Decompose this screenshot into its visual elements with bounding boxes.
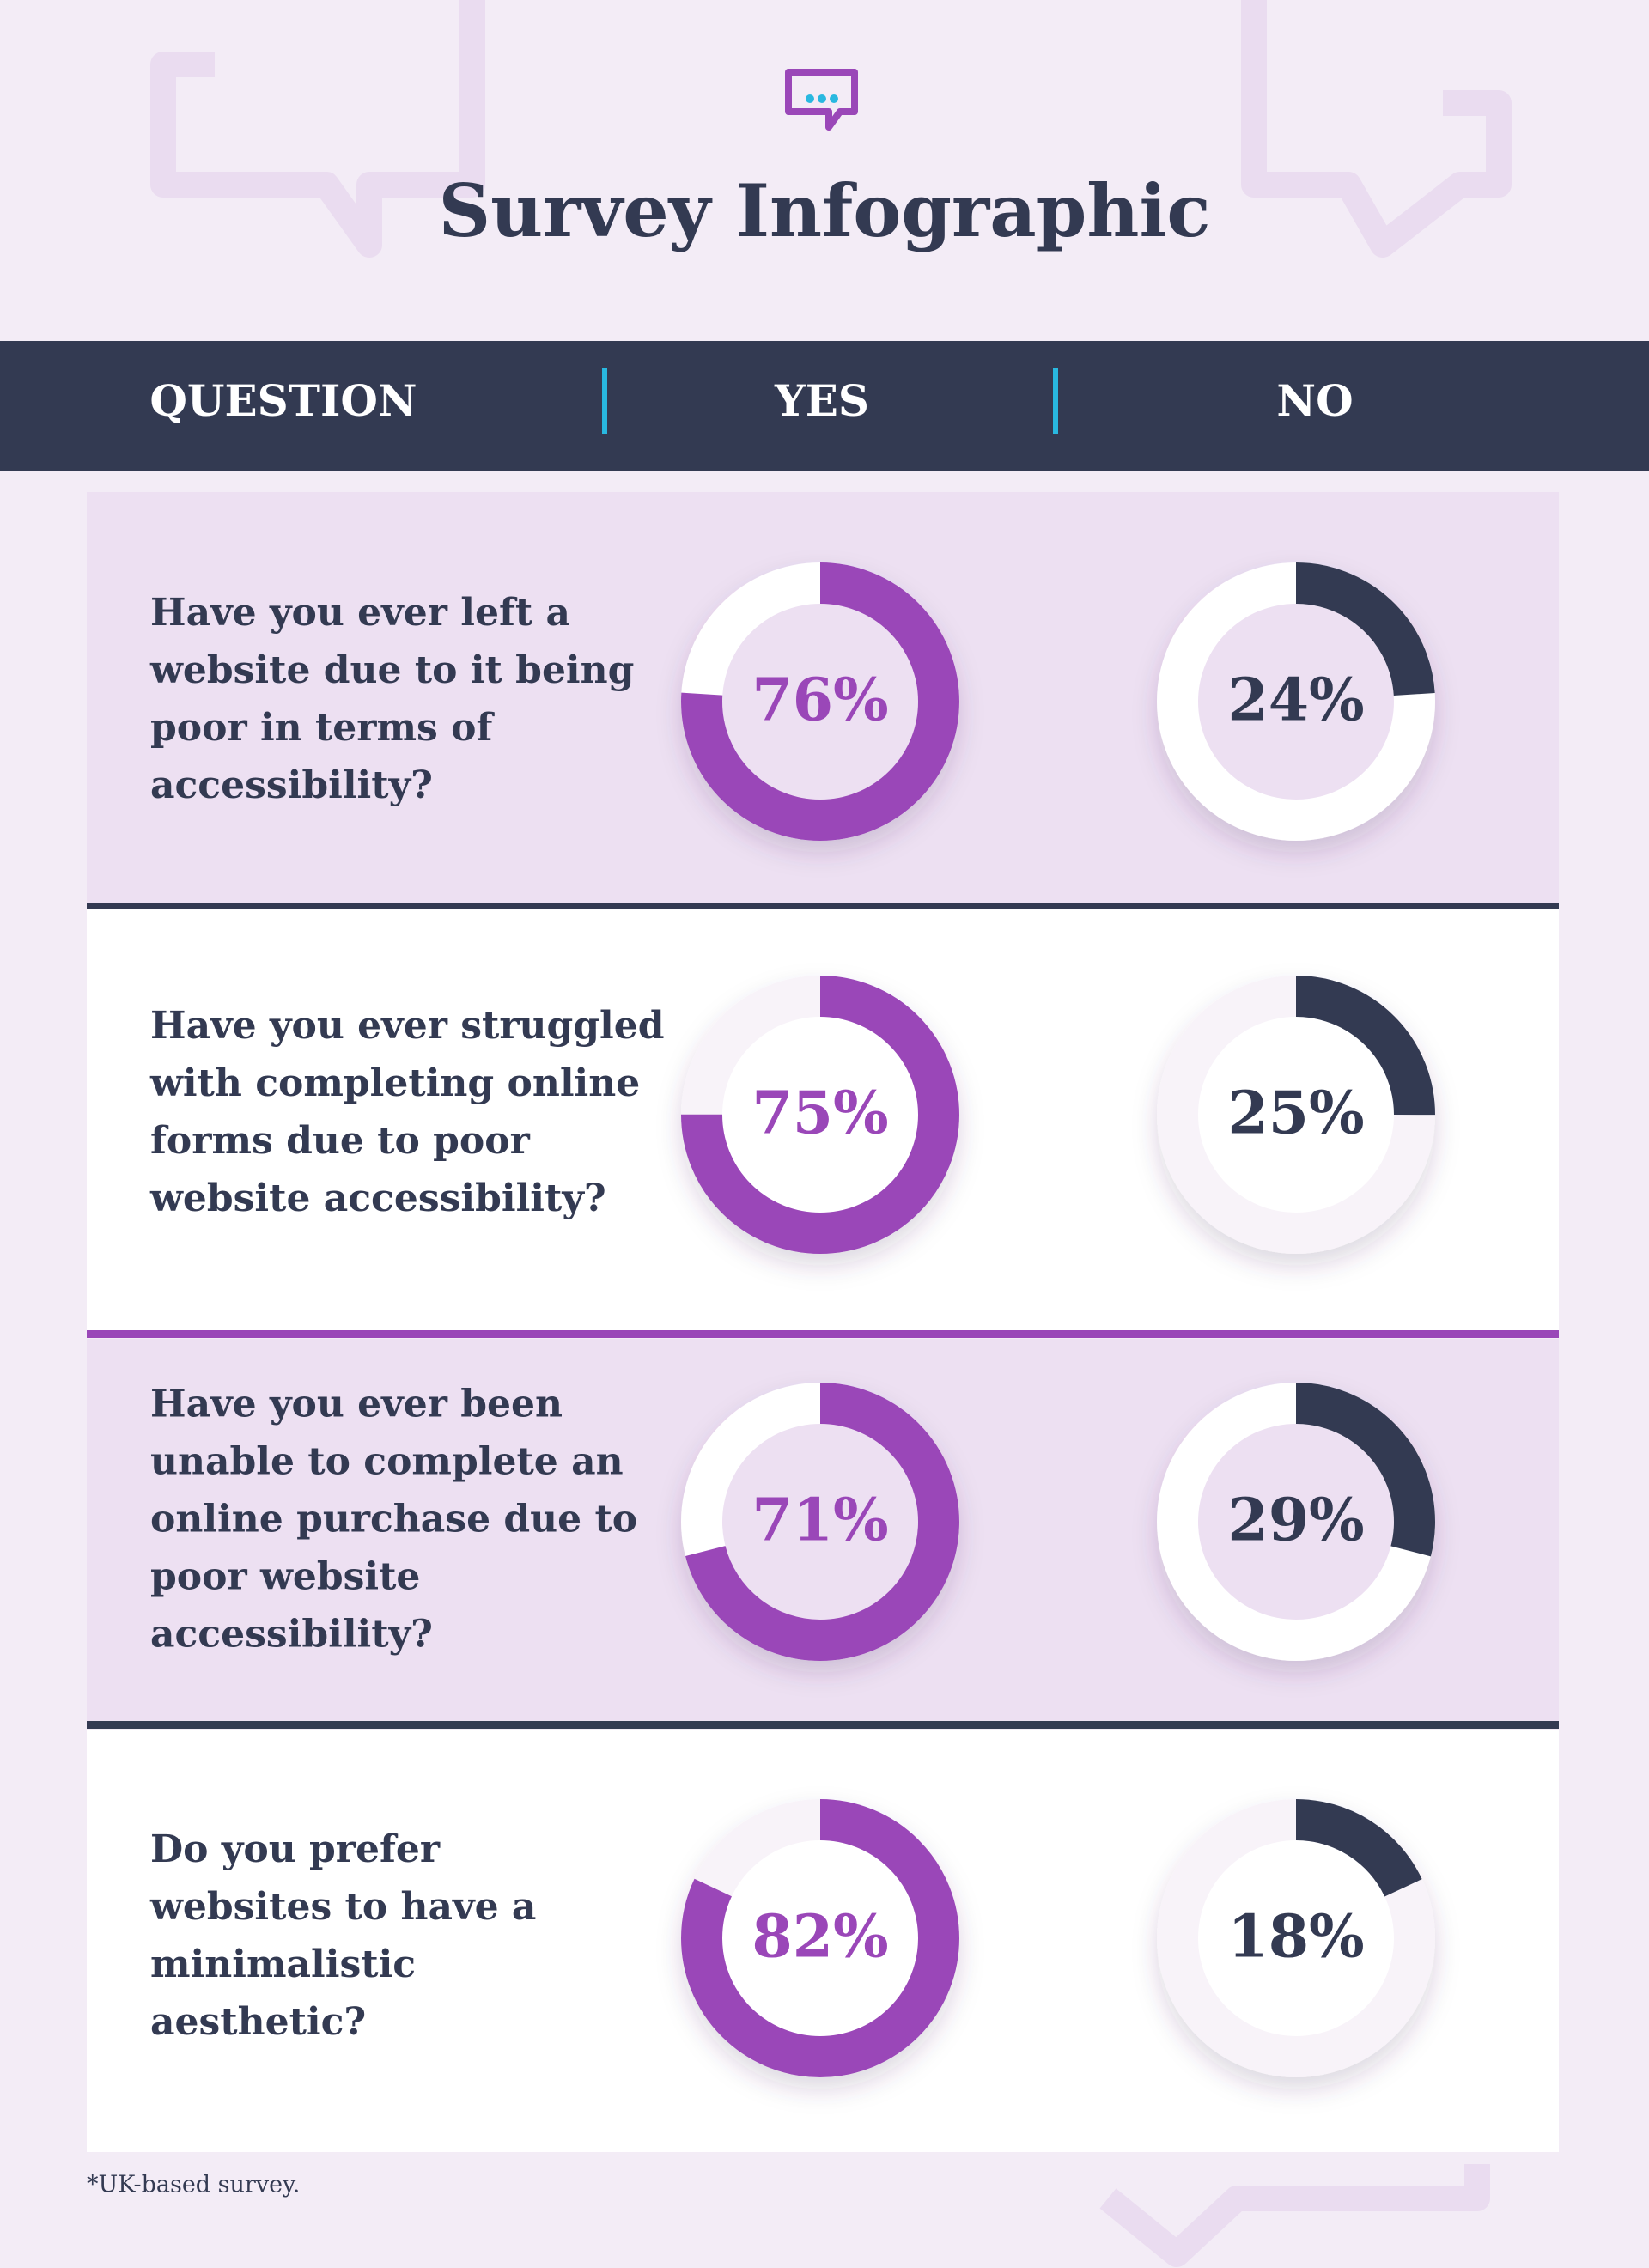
donut-arc xyxy=(1157,1383,1435,1661)
question-text: poor website xyxy=(150,1555,420,1599)
rows: Have you ever left a website due to it be… xyxy=(87,492,1559,2152)
donut-center xyxy=(1198,1840,1394,2036)
header-cell: YES xyxy=(774,375,869,426)
donut-arc xyxy=(681,976,959,1254)
percent-label: 75% xyxy=(751,1079,888,1148)
percent-label: 18% xyxy=(1227,1903,1364,1972)
donut-center xyxy=(722,1424,918,1620)
percent-label: 76% xyxy=(751,666,888,735)
question-text: forms due to poor xyxy=(150,1119,531,1163)
question-text: minimalistic xyxy=(150,1943,416,1986)
donut-arc xyxy=(681,1383,959,1661)
donut-arc xyxy=(1157,562,1435,841)
donut-center xyxy=(1198,604,1394,800)
percent-label: 29% xyxy=(1227,1487,1364,1555)
row-separator xyxy=(87,1330,1559,1338)
donut-center xyxy=(722,1017,918,1213)
donut-arc xyxy=(1157,976,1435,1254)
question-text: Have you ever struggled xyxy=(150,1004,665,1048)
question-text: Have you ever been xyxy=(150,1383,563,1426)
percent-label: 71% xyxy=(751,1487,888,1555)
question-text: website due to it being xyxy=(149,648,634,692)
percent-label: 25% xyxy=(1227,1079,1364,1148)
footnote: *UK-based survey. xyxy=(87,2172,300,2198)
percent-label: 24% xyxy=(1227,666,1364,735)
question-text: online purchase due to xyxy=(150,1498,637,1541)
donut-arc xyxy=(681,562,959,841)
header-cell: QUESTION xyxy=(149,375,417,426)
question-text: with completing online xyxy=(149,1061,640,1105)
question-text: Have you ever left a xyxy=(150,591,570,635)
header-bar xyxy=(0,341,1649,471)
question-text: accessibility? xyxy=(150,763,433,807)
header-cell: NO xyxy=(1276,375,1353,426)
donut-center xyxy=(1198,1017,1394,1213)
donut-center xyxy=(722,604,918,800)
donut-arc xyxy=(1157,1799,1435,2077)
decor xyxy=(150,0,1512,2267)
percent-label: 82% xyxy=(751,1903,888,1972)
question-text: websites to have a xyxy=(149,1885,536,1929)
row-separator xyxy=(87,1721,1559,1729)
row-separator xyxy=(87,903,1559,910)
donut-center xyxy=(722,1840,918,2036)
question-text: poor in terms of xyxy=(150,706,495,750)
chat-icon xyxy=(785,69,858,131)
question-text: unable to complete an xyxy=(150,1440,624,1484)
question-text: aesthetic? xyxy=(150,2000,366,2044)
question-text: accessibility? xyxy=(150,1613,433,1657)
donut-center xyxy=(1198,1424,1394,1620)
question-text: website accessibility? xyxy=(149,1177,606,1220)
donut-arc xyxy=(681,1799,959,2077)
question-text: Do you prefer xyxy=(150,1827,441,1871)
title: Survey Infographic xyxy=(438,168,1210,253)
